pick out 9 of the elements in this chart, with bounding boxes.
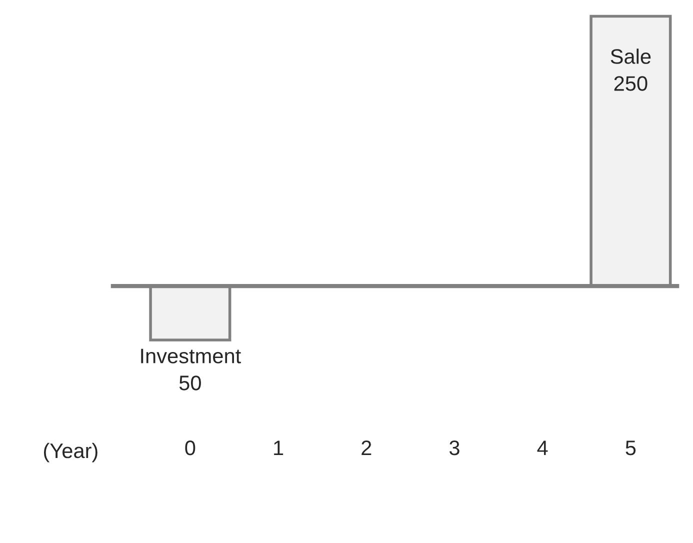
x-tick-label: 5 bbox=[626, 440, 636, 456]
data-label: Sale 250 bbox=[610, 48, 651, 91]
x-tick-label: 4 bbox=[537, 440, 548, 456]
x-axis-title: (Year) bbox=[44, 442, 98, 462]
data-label: Investment 50 bbox=[141, 348, 241, 390]
x-tick-label: 1 bbox=[274, 440, 284, 456]
x-tick-label: 3 bbox=[449, 440, 460, 456]
x-tick-label: 0 bbox=[185, 440, 196, 456]
x-tick-label: 2 bbox=[362, 440, 372, 456]
